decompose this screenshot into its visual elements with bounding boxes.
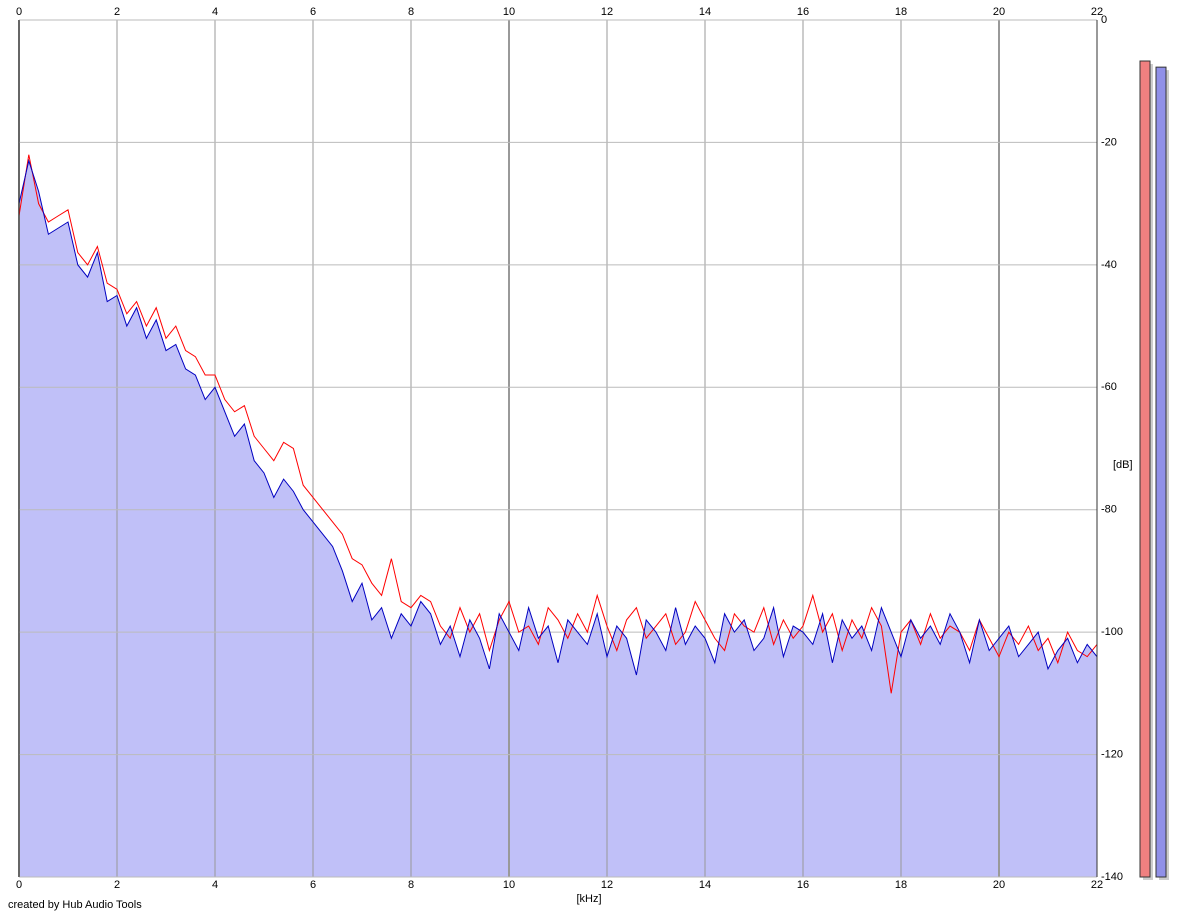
credit: created by Hub Audio Tools [8,899,142,911]
x-tick-label-top: 10 [503,6,515,18]
x-tick-label: 20 [993,879,1005,891]
x-tick-label-top: 6 [310,6,316,18]
x-tick-label-top: 16 [797,6,809,18]
x-tick-label: 12 [601,879,613,891]
x-tick-label: 22 [1091,879,1103,891]
x-tick-label: 0 [16,879,22,891]
level-meter [1155,66,1167,878]
y-tick-label: -120 [1101,748,1123,760]
x-axis-label: [kHz] [576,893,601,905]
y-axis-label: [dB] [1113,459,1133,471]
x-tick-label: 10 [503,879,515,891]
x-tick-label-top: 12 [601,6,613,18]
x-tick-label: 14 [699,879,711,891]
y-tick-label: -40 [1101,259,1117,271]
y-tick-label: -100 [1101,626,1123,638]
x-tick-label-top: 18 [895,6,907,18]
x-tick-label: 2 [114,879,120,891]
y-tick-label: -80 [1101,504,1117,516]
x-tick-label: 6 [310,879,316,891]
area [19,160,1097,878]
y-tick-label: -140 [1101,871,1123,883]
x-tick-label-top: 14 [699,6,711,18]
y-tick-label: -20 [1101,136,1117,148]
x-tick-label-top: 0 [16,6,22,18]
x-tick-label-top: 22 [1091,6,1103,18]
x-tick-label: 16 [797,879,809,891]
x-tick-label-top: 8 [408,6,414,18]
spectrum-line [18,158,1098,676]
x-tick-label: 4 [212,879,218,891]
level-meter [1139,60,1151,878]
x-tick-label-top: 4 [212,6,218,18]
x-tick-label-top: 20 [993,6,1005,18]
y-tick-label: -60 [1101,381,1117,393]
y-tick-label: 0 [1101,14,1107,26]
x-tick-label: 18 [895,879,907,891]
x-tick-label-top: 2 [114,6,120,18]
spectrum-line [18,154,1098,694]
x-tick-label: 8 [408,879,414,891]
